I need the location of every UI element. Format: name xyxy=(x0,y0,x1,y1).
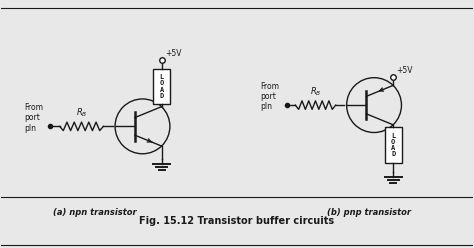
Text: $R_B$: $R_B$ xyxy=(76,107,87,119)
Text: L
O
A
D: L O A D xyxy=(391,132,395,157)
Text: From
port
pln: From port pln xyxy=(24,103,43,133)
Bar xyxy=(385,127,401,163)
Text: +5V: +5V xyxy=(165,49,182,59)
Text: From
port
pln: From port pln xyxy=(261,82,280,112)
Text: +5V: +5V xyxy=(397,66,413,75)
Text: L
O
A
D: L O A D xyxy=(160,74,164,99)
Text: $R_B$: $R_B$ xyxy=(310,86,321,98)
Text: (a) npn transistor: (a) npn transistor xyxy=(54,208,137,217)
Text: Fig. 15.12 Transistor buffer circuits: Fig. 15.12 Transistor buffer circuits xyxy=(139,216,335,226)
Bar xyxy=(154,69,170,104)
Text: (b) pnp transistor: (b) pnp transistor xyxy=(328,208,411,217)
